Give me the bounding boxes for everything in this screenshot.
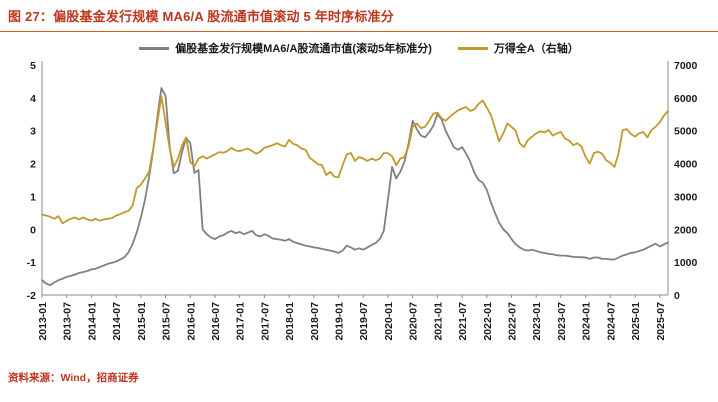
x-axis-tick-label: 2020-07 bbox=[408, 302, 420, 341]
x-axis-tick-label: 2018-07 bbox=[309, 302, 321, 341]
legend-item-fund-issuance: 偏股基金发行规模MA6/A股流通市值(滚动5年标准分) bbox=[139, 40, 432, 56]
right-axis-tick-label: 1000 bbox=[674, 257, 698, 269]
gray-series-line bbox=[41, 87, 669, 287]
chart-title: 图 27：偏股基金发行规模 MA6/A 股流通市值滚动 5 年时序标准分 bbox=[0, 0, 718, 26]
left-axis-tick-label: 2 bbox=[30, 159, 36, 171]
x-axis-tick-label: 2013-01 bbox=[37, 302, 49, 341]
chart-canvas: 543210-1-2700060005000400030002000100002… bbox=[27, 60, 698, 341]
title-underline bbox=[0, 31, 718, 32]
x-axis-tick-label: 2022-07 bbox=[507, 302, 519, 341]
legend-item-wind-all-a: 万得全A（右轴） bbox=[457, 40, 579, 56]
left-axis-tick-label: 3 bbox=[30, 126, 36, 138]
x-axis-tick-label: 2023-07 bbox=[556, 302, 568, 341]
left-axis-tick-label: 0 bbox=[30, 224, 36, 236]
right-axis-tick-label: 6000 bbox=[674, 93, 698, 105]
right-axis-tick-label: 7000 bbox=[674, 60, 698, 72]
x-axis-tick-label: 2015-01 bbox=[136, 302, 148, 341]
legend-label-fund-issuance: 偏股基金发行规模MA6/A股流通市值(滚动5年标准分) bbox=[175, 43, 432, 55]
x-axis-tick-label: 2025-07 bbox=[655, 302, 667, 341]
legend: 偏股基金发行规模MA6/A股流通市值(滚动5年标准分) 万得全A（右轴） bbox=[0, 39, 718, 57]
left-axis-tick-label: 4 bbox=[30, 93, 36, 105]
x-axis-tick-label: 2013-07 bbox=[62, 302, 74, 341]
source-note-text: 资料来源：Wind，招商证券 bbox=[8, 372, 139, 384]
x-axis-tick-label: 2025-01 bbox=[630, 302, 642, 341]
gold-line-swatch bbox=[457, 46, 488, 50]
x-axis-tick-label: 2017-01 bbox=[235, 302, 247, 341]
x-axis-tick-label: 2018-01 bbox=[284, 302, 296, 341]
right-axis-tick-label: 0 bbox=[674, 290, 680, 302]
right-axis-tick-label: 4000 bbox=[674, 159, 698, 171]
left-axis-tick-label: 1 bbox=[30, 191, 36, 203]
source-note: 资料来源：Wind，招商证券 bbox=[0, 368, 718, 385]
x-axis-tick-label: 2024-01 bbox=[581, 302, 593, 341]
x-axis-tick-label: 2016-07 bbox=[210, 302, 222, 341]
left-axis-tick-label: -1 bbox=[27, 257, 36, 269]
x-axis-tick-label: 2022-01 bbox=[482, 302, 494, 341]
x-axis-tick-label: 2023-01 bbox=[531, 302, 543, 341]
left-axis-tick-label: -2 bbox=[27, 290, 36, 302]
x-axis-tick-label: 2014-07 bbox=[111, 302, 123, 341]
legend-label-wind-all-a: 万得全A（右轴） bbox=[493, 43, 579, 55]
x-axis-tick-label: 2014-01 bbox=[86, 302, 98, 341]
left-axis-tick-label: 5 bbox=[30, 60, 36, 72]
x-axis-tick-label: 2017-07 bbox=[259, 302, 271, 341]
x-axis-tick-label: 2021-07 bbox=[457, 302, 469, 341]
x-axis-tick-label: 2024-07 bbox=[605, 302, 617, 341]
gray-line-swatch bbox=[139, 46, 170, 50]
x-axis-tick-label: 2021-01 bbox=[432, 302, 444, 341]
x-axis-tick-label: 2020-01 bbox=[383, 302, 395, 341]
right-axis-tick-label: 2000 bbox=[674, 224, 698, 236]
x-axis-tick-label: 2019-07 bbox=[358, 302, 370, 341]
gold-series-line bbox=[41, 95, 669, 225]
x-axis-tick-label: 2016-01 bbox=[185, 302, 197, 341]
chart-title-text: 图 27：偏股基金发行规模 MA6/A 股流通市值滚动 5 年时序标准分 bbox=[8, 9, 394, 24]
right-axis-tick-label: 3000 bbox=[674, 191, 698, 203]
x-axis-tick-label: 2019-01 bbox=[334, 302, 346, 341]
right-axis-tick-label: 5000 bbox=[674, 126, 698, 138]
x-axis-tick-label: 2015-07 bbox=[161, 302, 173, 341]
